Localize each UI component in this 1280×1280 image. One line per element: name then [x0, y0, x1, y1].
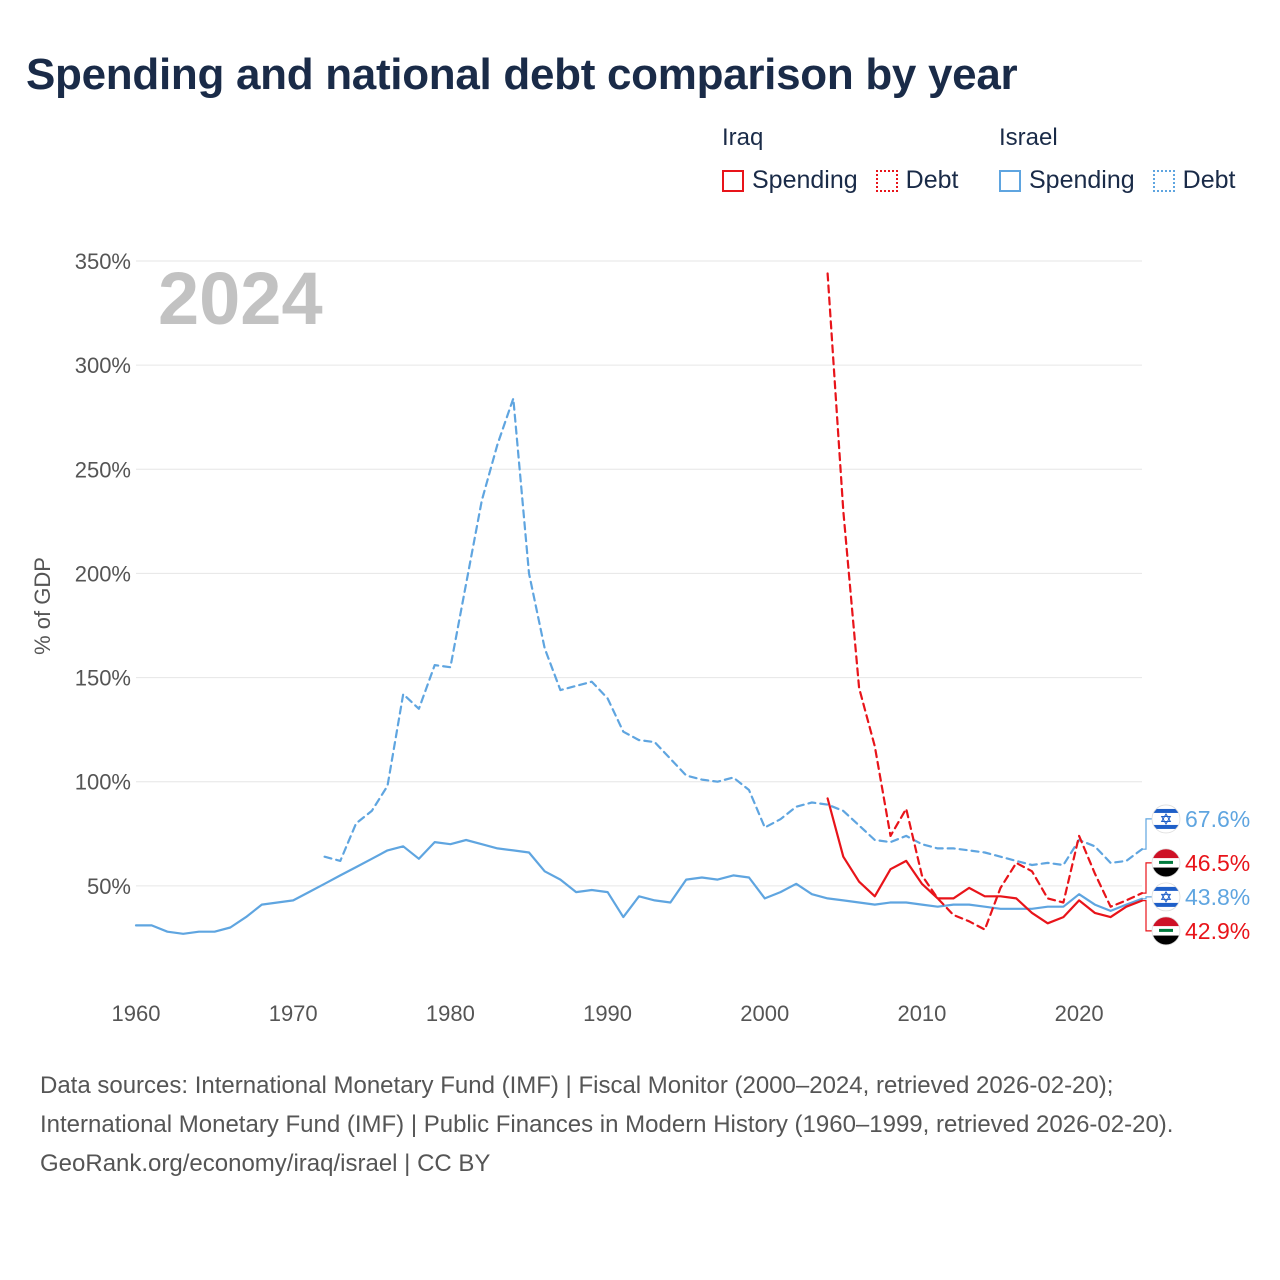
israel-spending-line: [134, 838, 1144, 935]
y-tick-label: 250%: [75, 457, 131, 482]
x-tick-label: 2010: [897, 1001, 946, 1026]
legend-item-israel-spending[interactable]: Spending: [999, 166, 1135, 195]
legend-group-title: Israel: [999, 124, 1058, 151]
end-label-connector: [1143, 896, 1152, 900]
end-label-iraq-debt: 46.5%: [1143, 848, 1250, 894]
year-watermark: 2024: [158, 257, 323, 340]
y-tick-label: 50%: [87, 874, 131, 899]
legend-label: Spending: [752, 166, 858, 194]
legend-swatch-dotted: [1152, 169, 1175, 192]
legend-group-title: Iraq: [722, 124, 764, 151]
legend-group-israel: Israel Spending Debt: [999, 124, 1253, 195]
iraq-spending-line: [826, 797, 1144, 925]
y-tick-label: 350%: [75, 249, 131, 274]
end-label-israel-debt: 67.6%: [1143, 804, 1250, 850]
end-label-value: 43.8%: [1185, 884, 1250, 910]
legend-item-israel-debt[interactable]: Debt: [1152, 166, 1236, 195]
legend-swatch-dotted: [875, 169, 898, 192]
end-label-connector: [1143, 818, 1152, 850]
israel-debt-line: [323, 397, 1144, 867]
legend-label: Spending: [1029, 166, 1135, 194]
iraq-flag: [1151, 848, 1181, 878]
gridlines: [136, 260, 1142, 887]
x-tick-label: 1960: [112, 1001, 161, 1026]
chart-title: Spending and national debt comparison by…: [26, 50, 1018, 99]
end-label-connector: [1143, 899, 1152, 932]
legend-swatch-solid: [999, 169, 1021, 192]
line-chart: 50% 100% 150% 200% 250% 300% 350% 1960 1970 1980…: [30, 249, 1250, 1026]
end-label-iraq-spending: 42.9%: [1143, 899, 1250, 946]
y-tick-label: 150%: [75, 666, 131, 691]
y-tick-label: 100%: [75, 770, 131, 795]
legend-item-iraq-spending[interactable]: Spending: [722, 166, 858, 195]
footer: Data sources: International Monetary Fun…: [40, 1066, 1240, 1183]
end-label-value: 46.5%: [1185, 850, 1250, 876]
legend-swatch-solid: [722, 169, 744, 192]
x-tick-label: 1980: [426, 1001, 475, 1026]
y-tick-label: 200%: [75, 561, 131, 586]
x-axis-ticks: 1960 1970 1980 1990 2000 2010 2020: [112, 1001, 1104, 1026]
series-lines: [134, 272, 1144, 935]
legend-label: Debt: [1182, 166, 1236, 194]
end-label-value: 67.6%: [1185, 806, 1250, 832]
y-axis-ticks: 50% 100% 150% 200% 250% 300% 350%: [75, 249, 131, 899]
y-axis-label: % of GDP: [30, 557, 55, 655]
x-tick-label: 2020: [1055, 1001, 1104, 1026]
credit-link[interactable]: GeoRank.org/economy/iraq/israel | CC BY: [40, 1150, 491, 1177]
israel-flag: [1151, 804, 1181, 834]
x-tick-label: 1990: [583, 1001, 632, 1026]
end-label-connector: [1143, 862, 1152, 894]
end-label-israel-spending: 43.8%: [1143, 882, 1250, 912]
end-labels: 67.6% 46.5% 43.8% 42.9%: [1143, 804, 1250, 946]
x-tick-label: 1970: [269, 1001, 318, 1026]
legend-item-iraq-debt[interactable]: Debt: [875, 166, 959, 195]
data-sources: Data sources: International Monetary Fun…: [40, 1072, 1174, 1138]
end-label-value: 42.9%: [1185, 918, 1250, 944]
x-tick-label: 2000: [740, 1001, 789, 1026]
israel-flag: [1151, 882, 1181, 912]
legend-group-iraq: Iraq Spending Debt: [722, 124, 976, 195]
iraq-flag: [1151, 916, 1181, 946]
iraq-debt-line: [826, 272, 1144, 931]
y-tick-label: 300%: [75, 353, 131, 378]
legend-label: Debt: [905, 166, 959, 194]
